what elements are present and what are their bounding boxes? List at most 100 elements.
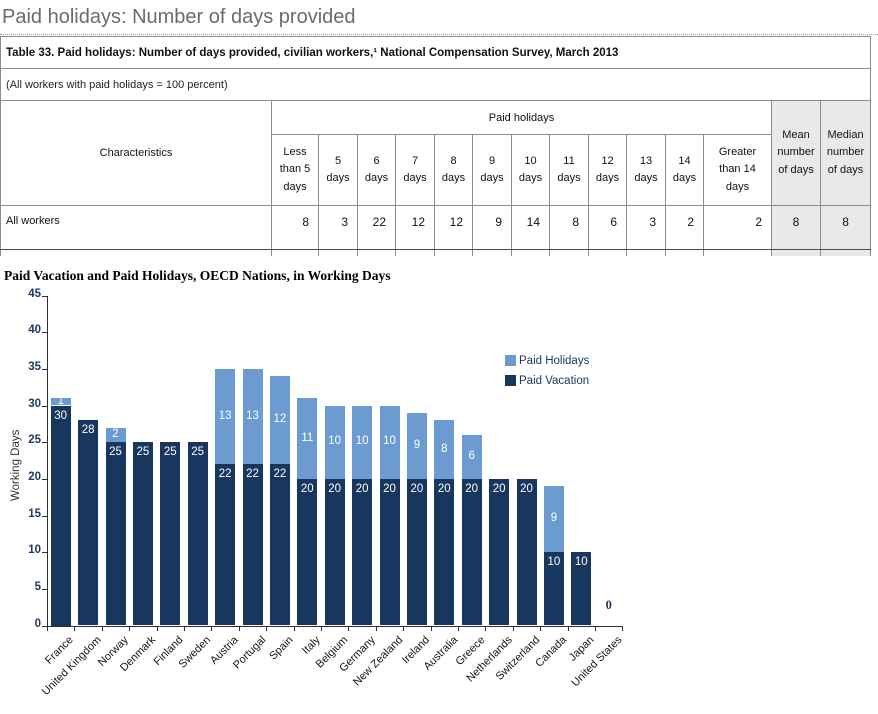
row-label: All workers bbox=[0, 205, 272, 250]
y-tick bbox=[42, 442, 47, 444]
vacation-bar-sweden bbox=[187, 442, 208, 626]
bar-value-label: 11 bbox=[301, 431, 314, 444]
stacked-bar-chart: Paid Vacation and Paid Holidays, OECD Na… bbox=[0, 256, 878, 708]
legend-label-paid-vacation: Paid Vacation bbox=[519, 374, 590, 387]
y-tick bbox=[42, 588, 47, 590]
bar-value-label: 20 bbox=[410, 482, 424, 495]
cell-mean: 8 bbox=[771, 205, 821, 250]
x-tick bbox=[540, 625, 542, 631]
vacation-bar-finland bbox=[160, 442, 181, 626]
x-tick bbox=[74, 625, 76, 631]
bar-value-label: 25 bbox=[163, 446, 177, 459]
col-header-median: Median number of days bbox=[819, 100, 872, 206]
y-tick-label: 15 bbox=[28, 507, 41, 520]
cell-value: 6 bbox=[588, 205, 627, 250]
y-tick-label: 30 bbox=[28, 397, 41, 410]
vacation-bar-austria bbox=[215, 464, 236, 626]
y-tick-label: 45 bbox=[28, 287, 41, 300]
bar-value-label: 30 bbox=[54, 409, 68, 422]
legend-item-paid-vacation: Paid Vacation bbox=[505, 371, 589, 391]
y-tick-label: 5 bbox=[34, 580, 41, 593]
holiday-bar-australia bbox=[434, 420, 455, 479]
bar-value-label: 10 bbox=[574, 556, 588, 569]
x-tick bbox=[211, 625, 213, 631]
bar-value-label: 10 bbox=[328, 435, 342, 448]
y-tick bbox=[42, 478, 47, 480]
x-tick bbox=[321, 625, 322, 631]
vacation-bar-ireland bbox=[406, 478, 427, 626]
x-tick bbox=[101, 625, 103, 631]
x-tick bbox=[622, 625, 624, 631]
legend-item-paid-holidays: Paid Holidays bbox=[505, 351, 589, 371]
x-tick bbox=[47, 625, 48, 631]
bar-value-label: 25 bbox=[191, 446, 205, 459]
holiday-bar-germany bbox=[352, 405, 373, 479]
vacation-bar-portugal bbox=[242, 464, 263, 626]
y-tick-label: 10 bbox=[28, 544, 41, 557]
table-title-row: Table 33. Paid holidays: Number of days … bbox=[0, 36, 872, 69]
bar-value-label: 22 bbox=[273, 468, 287, 481]
col-header-less-than-5-days: Less than 5 days bbox=[271, 134, 319, 206]
holiday-bar-new-zealand bbox=[379, 405, 400, 479]
table-subheader-row: Less than 5 days 5 days 6 days 7 days 8 … bbox=[1, 134, 871, 206]
cell-value: 14 bbox=[511, 205, 550, 250]
bar-value-label: 1 bbox=[57, 394, 64, 407]
chart-legend: Paid Holidays Paid Vacation bbox=[505, 351, 589, 391]
vacation-bar-greece bbox=[461, 478, 482, 626]
bar-value-label: 20 bbox=[465, 482, 479, 495]
cell-value: 3 bbox=[318, 205, 358, 250]
y-tick-label: 25 bbox=[28, 434, 41, 447]
bar-value-label: 20 bbox=[328, 482, 342, 495]
cell-value: 8 bbox=[271, 205, 319, 250]
col-header-13-days: 13 days bbox=[626, 134, 666, 206]
y-tick bbox=[42, 625, 47, 627]
vacation-bar-italy bbox=[297, 478, 318, 626]
vacation-bar-france bbox=[50, 405, 71, 626]
vacation-bar-new-zealand bbox=[379, 478, 400, 626]
cell-value: 9 bbox=[472, 205, 512, 250]
vacation-bar-norway bbox=[105, 442, 126, 626]
bar-value-label: 10 bbox=[383, 435, 396, 448]
vacation-bar-spain bbox=[269, 464, 290, 626]
paid-holidays-table: Table 33. Paid holidays: Number of days … bbox=[0, 36, 872, 256]
bar-value-label: 20 bbox=[437, 482, 451, 495]
x-tick bbox=[156, 625, 158, 631]
bar-value-label: 10 bbox=[547, 556, 561, 569]
col-header-6-days: 6 days bbox=[357, 134, 396, 206]
bar-value-label: 8 bbox=[441, 442, 448, 455]
cell-value: 12 bbox=[434, 205, 473, 250]
y-tick bbox=[42, 295, 47, 297]
vacation-bar-germany bbox=[352, 478, 373, 626]
holiday-bar-spain bbox=[269, 376, 290, 465]
cell-value: 2 bbox=[703, 205, 772, 250]
legend-swatch-paid-vacation bbox=[505, 375, 516, 386]
y-tick-label: 35 bbox=[28, 360, 41, 373]
bar-value-label: 20 bbox=[300, 482, 314, 495]
x-tick bbox=[403, 625, 405, 631]
y-tick bbox=[42, 515, 47, 517]
vacation-bar-australia bbox=[434, 478, 455, 626]
bar-value-label: 20 bbox=[355, 482, 369, 495]
holiday-bar-ireland bbox=[406, 412, 427, 479]
y-tick bbox=[42, 552, 47, 554]
legend-label-paid-holidays: Paid Holidays bbox=[519, 354, 590, 367]
bar-value-label: 10 bbox=[355, 435, 369, 448]
bar-value-label: 20 bbox=[383, 482, 396, 495]
x-tick bbox=[348, 625, 350, 631]
table-clipped-row bbox=[0, 249, 872, 256]
holiday-bar-france bbox=[50, 398, 71, 406]
holiday-bar-canada bbox=[543, 486, 564, 553]
y-tick-label: 20 bbox=[28, 470, 41, 483]
y-tick bbox=[42, 332, 47, 334]
x-tick bbox=[184, 625, 185, 631]
col-header-10-days: 10 days bbox=[511, 134, 550, 206]
bar-value-label: 13 bbox=[218, 409, 232, 422]
holiday-bar-belgium bbox=[324, 405, 345, 479]
col-header-12-days: 12 days bbox=[588, 134, 627, 206]
page-title: Paid holidays: Number of days provided bbox=[0, 0, 878, 35]
y-tick-label: 40 bbox=[28, 324, 41, 337]
col-header-9-days: 9 days bbox=[472, 134, 512, 206]
table-title: Table 33. Paid holidays: Number of days … bbox=[0, 36, 872, 69]
bar-value-label: 9 bbox=[550, 512, 558, 525]
cell-median: 8 bbox=[819, 205, 872, 250]
